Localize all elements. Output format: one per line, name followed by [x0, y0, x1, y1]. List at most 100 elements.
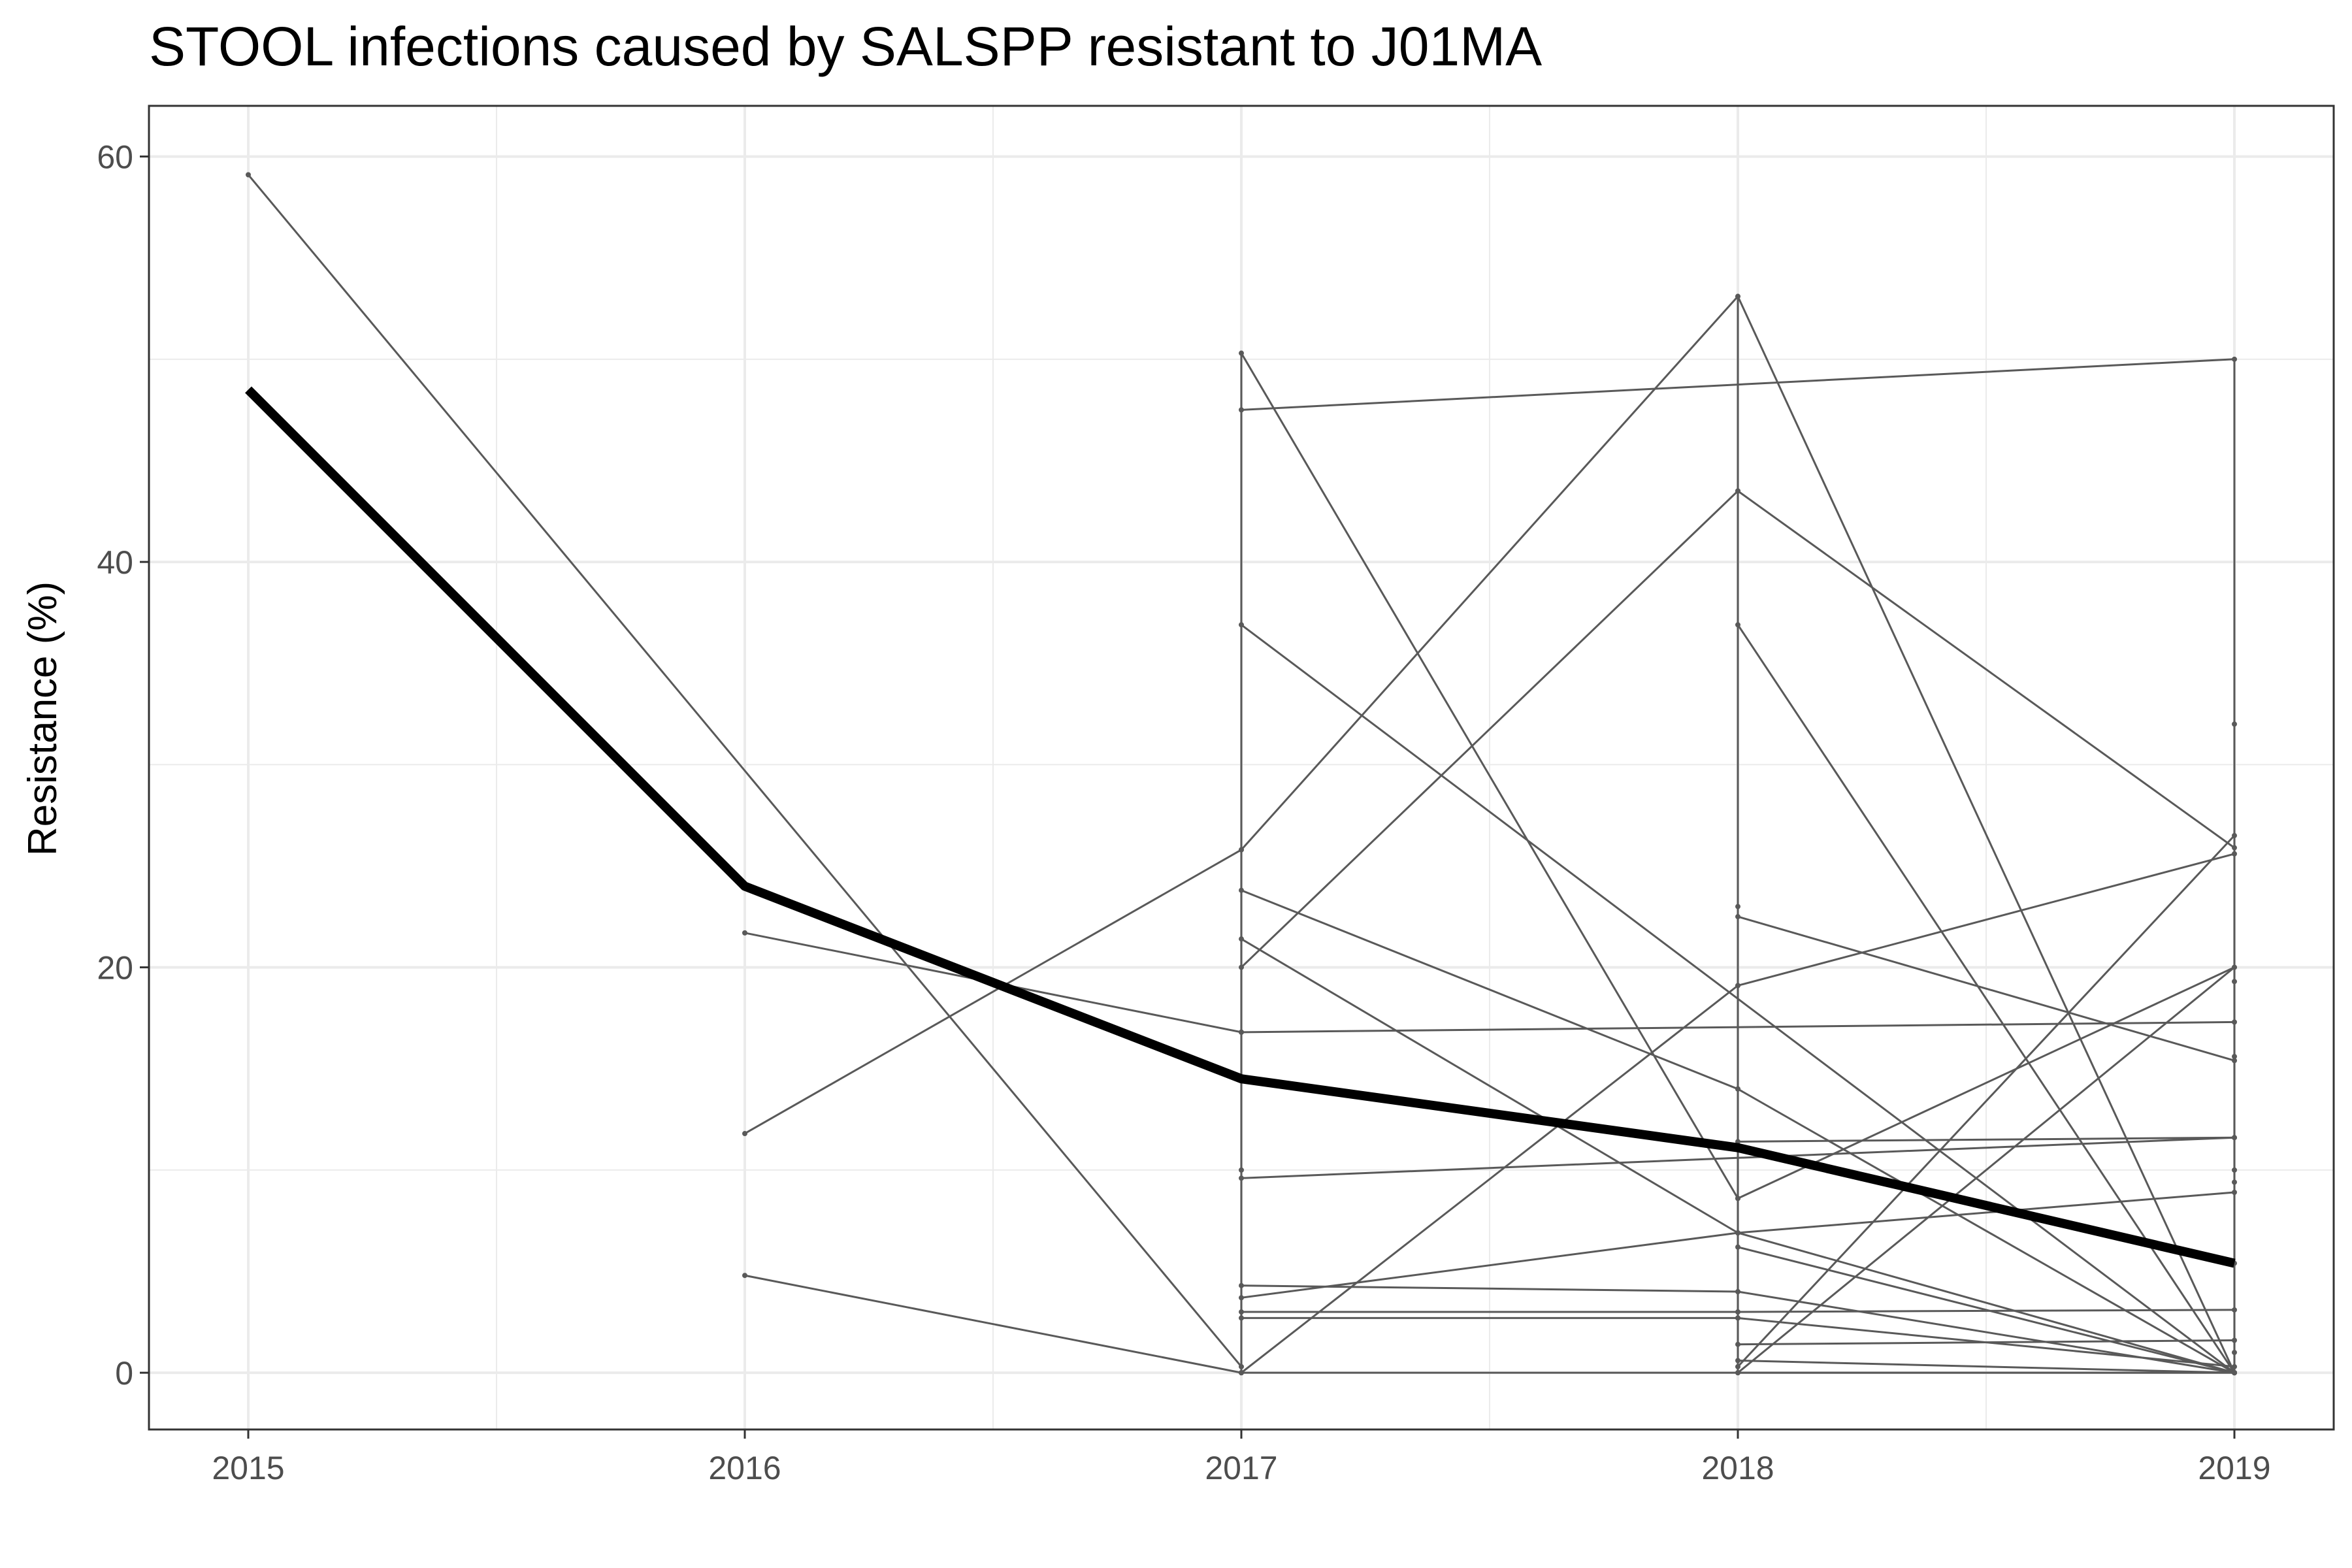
series-point — [2232, 851, 2237, 857]
series-line — [1240, 352, 1739, 1200]
axis-layer: 2015 2016 2017 2018 2019 0 20 40 60 — [97, 139, 2270, 1486]
x-tick-label: 2015 — [212, 1450, 284, 1486]
series-point — [742, 930, 747, 936]
y-tick-label: 60 — [97, 139, 133, 176]
series-point — [1735, 1309, 1740, 1315]
series-point — [246, 172, 251, 178]
series-point — [1735, 1315, 1740, 1321]
series-line — [1737, 1360, 2235, 1374]
series-point — [2232, 1135, 2237, 1141]
series-point — [2232, 1058, 2237, 1064]
series-point — [1239, 1315, 1244, 1321]
chart-title: STOOL infections caused by SALSPP resist… — [149, 16, 1542, 77]
x-tick-label: 2018 — [1701, 1450, 1774, 1486]
series-line — [1241, 1021, 2235, 1034]
series-line — [1241, 1232, 1739, 1299]
series-point — [2232, 1364, 2237, 1369]
series-point — [1239, 1029, 1244, 1035]
series-point — [1735, 622, 1740, 628]
series-point — [1735, 293, 1740, 299]
series-line — [1241, 985, 1739, 1374]
series-point — [2232, 832, 2237, 838]
series-line — [1737, 966, 2235, 1374]
series-point — [1239, 1295, 1244, 1301]
series-line — [1737, 853, 2235, 987]
extra-point — [1735, 904, 1740, 909]
overall-layer — [245, 386, 2236, 1268]
extra-point — [1239, 1167, 1244, 1173]
x-tick-label: 2016 — [708, 1450, 781, 1486]
extra-point — [2232, 721, 2237, 727]
series-point — [1239, 407, 1244, 413]
series-point — [742, 1131, 747, 1137]
extra-point — [2232, 1350, 2237, 1356]
series-point — [1239, 1282, 1244, 1288]
series-point — [2232, 845, 2237, 851]
series-point — [1239, 1364, 1244, 1369]
series-line — [1241, 358, 2235, 411]
series-line — [744, 849, 1242, 1135]
series-line — [1241, 889, 1739, 1090]
series-point — [1735, 1364, 1740, 1369]
series-point — [1239, 936, 1244, 942]
series-line — [1737, 1088, 2235, 1374]
extra-point — [2232, 979, 2237, 985]
extra-point — [2232, 1054, 2237, 1060]
series-point — [1735, 1086, 1740, 1092]
series-line — [1737, 490, 2235, 849]
series-point — [1735, 914, 1740, 920]
series-point — [742, 1273, 747, 1279]
series-point — [1239, 1309, 1244, 1315]
series-line — [1241, 1136, 2235, 1179]
extra-point — [2232, 1179, 2237, 1185]
series-point — [1735, 1196, 1740, 1201]
series-line — [1737, 295, 2236, 1373]
series-point — [1735, 1358, 1740, 1364]
series-point — [1239, 350, 1244, 356]
x-tick-label: 2017 — [1205, 1450, 1277, 1486]
series-point — [1239, 887, 1244, 893]
series-line — [1737, 1136, 2235, 1143]
series-point — [1735, 1289, 1740, 1295]
y-axis-title: Resistance (%) — [20, 581, 65, 856]
series-line — [1737, 1232, 2235, 1374]
series-point — [1735, 1230, 1740, 1236]
series-point — [2232, 356, 2237, 362]
series-line — [744, 1274, 1242, 1374]
series-point — [2232, 1337, 2237, 1343]
series-point — [2232, 1019, 2237, 1025]
series-point — [1735, 1341, 1740, 1347]
series-point — [1239, 1175, 1244, 1181]
series-point — [2232, 1189, 2237, 1195]
series-point — [1239, 964, 1244, 970]
y-tick-label: 40 — [97, 544, 133, 581]
y-tick-label: 20 — [97, 950, 133, 987]
overall-trend-line — [245, 386, 2236, 1268]
series-point — [1735, 1370, 1740, 1376]
series-point — [1735, 983, 1740, 988]
y-tick-label: 0 — [115, 1355, 133, 1392]
series-point — [2232, 1307, 2237, 1313]
series-line — [1737, 834, 2236, 1367]
series-line — [1737, 1309, 2235, 1313]
series-point — [2232, 964, 2237, 970]
series-point — [1239, 847, 1244, 853]
series-point — [1735, 1244, 1740, 1250]
series-layer — [246, 172, 2237, 1376]
series-line — [1241, 938, 1739, 1234]
x-tick-label: 2019 — [2198, 1450, 2270, 1486]
series-point — [1239, 622, 1244, 628]
series-line — [1737, 1191, 2235, 1234]
series-line — [1737, 915, 2235, 1062]
series-point — [1735, 488, 1740, 494]
series-line — [1737, 1339, 2235, 1346]
series-line — [1240, 490, 1739, 968]
series-line — [247, 174, 1243, 1367]
series-line — [1240, 295, 1739, 851]
series-point — [1239, 1370, 1244, 1376]
series-line — [1241, 624, 2235, 1374]
series-point — [2232, 1370, 2237, 1376]
